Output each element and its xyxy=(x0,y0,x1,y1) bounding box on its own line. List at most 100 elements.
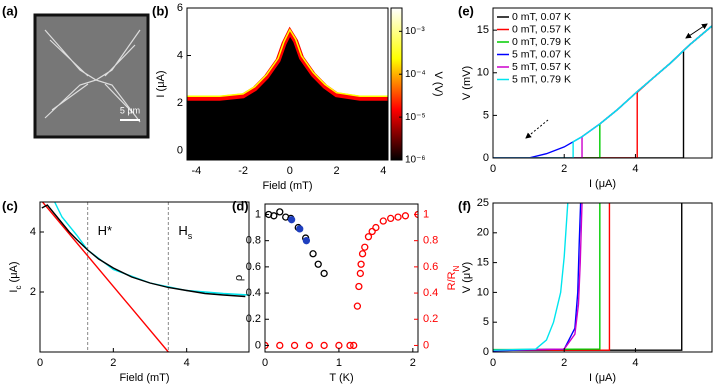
legend-label: 0 mT, 0.07 K xyxy=(512,11,571,23)
y-tick-label: 10 xyxy=(477,67,489,79)
x-axis-label-text: Field (mT) xyxy=(262,180,312,192)
y-tick-label: 0 xyxy=(483,152,489,164)
x-tick-label: 0 xyxy=(490,163,496,175)
axes-box xyxy=(186,7,389,161)
y-axis-label-text: I (μA) xyxy=(155,70,167,97)
x-axis-label: I (μA) xyxy=(589,372,616,384)
series-line xyxy=(41,202,169,352)
y-axis-label-text: V (μV) xyxy=(461,262,473,293)
y-tick-label: 0 xyxy=(255,339,261,351)
x-axis-label: Field (mT) xyxy=(119,372,169,384)
y-tick-label: 25 xyxy=(477,197,489,209)
y-tick-label: 20 xyxy=(477,227,489,239)
panel-label: (b) xyxy=(152,3,169,18)
point xyxy=(401,212,410,220)
panel-label: (c) xyxy=(2,198,18,213)
y-tick-label: 5 xyxy=(483,316,489,328)
x-tick-label: 4 xyxy=(632,163,638,175)
panel: (c) H* Hs 0 2 4 2 4 Field (mT) Ic (μA) xyxy=(2,198,250,384)
retrap-arrow xyxy=(525,119,549,139)
y2-axis-label-text: R/R xyxy=(446,271,458,290)
y2-tick-label: 1 xyxy=(423,208,429,220)
y-tick-label: 0 xyxy=(177,144,183,156)
panel: (b) 10⁻⁶ 10⁻⁵ 10⁻⁴ 10⁻³ V (V) -4 -2 0 2 4 0 2 4 6 Field… xyxy=(152,2,444,192)
y2-tick-label: 0 xyxy=(423,339,429,351)
y-tick-label: 2 xyxy=(30,286,36,298)
point xyxy=(276,341,284,350)
x-tick-label: 2 xyxy=(410,357,416,369)
point xyxy=(387,214,395,223)
x-tick-label: 2 xyxy=(561,357,567,369)
plot-area xyxy=(493,203,683,352)
sem-image: 5 μm xyxy=(33,13,150,139)
plot-area xyxy=(493,25,712,158)
x-tick-label: 4 xyxy=(632,357,638,369)
point xyxy=(270,212,278,220)
point xyxy=(346,341,354,350)
y-tick-label: 0.8 xyxy=(246,235,261,247)
y-tick-label: 0.6 xyxy=(246,261,261,273)
legend-label: 0 mT, 0.79 K xyxy=(512,36,571,48)
point xyxy=(276,208,284,216)
annotation-text: H* xyxy=(98,223,112,238)
x-tick-label: 2 xyxy=(334,165,340,177)
colorbar-tick-label: 10⁻⁵ xyxy=(405,112,426,123)
point xyxy=(372,223,380,232)
colorbar xyxy=(390,7,403,161)
x-axis-label-text: I (μA) xyxy=(589,178,616,190)
series-line xyxy=(493,203,583,351)
plot-area xyxy=(187,26,388,160)
y-axis-label: I (μA) xyxy=(155,70,167,97)
point xyxy=(394,213,402,221)
y-axis-label: ρ xyxy=(233,275,245,281)
critical-region xyxy=(187,31,388,160)
point xyxy=(296,225,304,233)
plot-area xyxy=(41,202,249,352)
y-axis-label-text: ρ xyxy=(233,275,245,281)
point xyxy=(356,269,364,278)
point xyxy=(358,250,367,258)
point xyxy=(379,217,387,225)
electrodes xyxy=(44,29,141,123)
y-tick-label: 0.2 xyxy=(246,313,261,325)
y-axis-label: Ic (μA) xyxy=(8,261,23,292)
y-tick-label: 4 xyxy=(177,49,183,61)
scale-bar-label: 5 μm xyxy=(120,105,140,115)
point xyxy=(357,260,365,268)
point xyxy=(290,341,299,350)
series-line xyxy=(493,25,712,158)
legend-label: 5 mT, 0.79 K xyxy=(512,73,571,85)
y-axis-label-unit: (μA) xyxy=(8,261,20,285)
y2-axis-label-sub: N xyxy=(452,265,461,271)
y-axis-label: V (mV) xyxy=(461,66,473,100)
colorbar-tick-label: 10⁻⁴ xyxy=(405,69,426,80)
x-tick-label: 0 xyxy=(37,357,43,369)
critical-edge-top xyxy=(187,28,388,97)
point xyxy=(320,341,328,350)
y-axis-label-sub: c xyxy=(14,286,23,290)
y-axis-label-text: V (mV) xyxy=(461,66,473,100)
y-tick-label: 0.4 xyxy=(246,287,261,299)
y-tick-label: 5 xyxy=(483,109,489,121)
point xyxy=(314,260,322,268)
point xyxy=(335,341,343,350)
y-tick-label: 15 xyxy=(477,24,489,36)
x-tick-label: 4 xyxy=(184,357,190,369)
x-axis-label-text: T (K) xyxy=(329,372,353,384)
x-axis-label: Field (mT) xyxy=(262,180,312,192)
x-tick-label: 0 xyxy=(262,357,268,369)
point xyxy=(355,282,363,291)
annotation: H* xyxy=(98,223,112,238)
colorbar-tick-label: 10⁻⁶ xyxy=(405,155,426,166)
series-line xyxy=(493,203,601,351)
legend-label: 0 mT, 0.57 K xyxy=(512,23,571,35)
axes-box xyxy=(264,203,419,353)
point xyxy=(302,237,311,245)
colorbar-tick-label: 10⁻³ xyxy=(405,26,425,37)
y-tick-label: 6 xyxy=(177,2,183,14)
y-tick-label: 2 xyxy=(177,97,183,109)
annotation: Hs xyxy=(178,223,192,241)
